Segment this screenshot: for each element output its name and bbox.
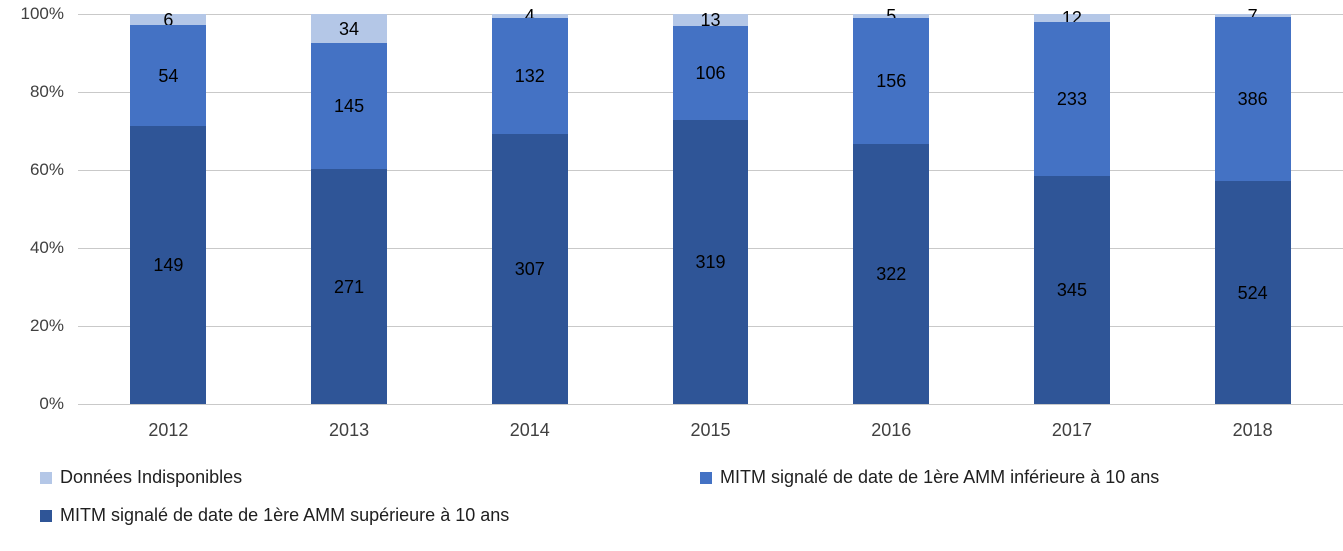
bar-2016: 322 156 5	[853, 7, 930, 404]
data-label: 132	[514, 65, 545, 86]
legend-swatch-icon	[700, 471, 712, 484]
bar-segment: 4	[491, 7, 568, 25]
data-label: 319	[695, 251, 726, 272]
gridline	[78, 404, 1343, 405]
bar-segment: 322	[853, 144, 930, 404]
bar-2017: 345 233 12	[1034, 9, 1110, 404]
data-label: 345	[1056, 279, 1087, 300]
data-label: 7	[1247, 5, 1258, 26]
data-label: 149	[153, 254, 184, 275]
bar-slot-2016: 322 156 5	[801, 7, 982, 404]
bar-2015: 319 106 13	[672, 9, 749, 404]
bar-slot-2013: 271 145 34	[259, 14, 440, 404]
bar-2014: 307 132 4	[491, 7, 568, 404]
x-axis-label: 2018	[1232, 420, 1273, 440]
bar-segment: 524	[1214, 181, 1291, 404]
data-label: 386	[1237, 89, 1268, 110]
data-label: 271	[334, 276, 365, 297]
x-axis-label: 2013	[329, 420, 370, 440]
data-label: 13	[700, 9, 721, 30]
bar-2013: 271 145 34	[311, 14, 388, 404]
legend-label: MITM signalé de date de 1ère AMM supérie…	[60, 505, 510, 525]
data-label: 307	[514, 258, 545, 279]
bar-segment: 271	[311, 169, 388, 404]
legend-item: MITM signalé de date de 1ère AMM inférie…	[700, 467, 1330, 488]
x-axis-label: 2014	[509, 420, 550, 440]
bar-segment: 5	[853, 7, 930, 25]
data-label: 322	[876, 264, 907, 284]
bar-slot-2014: 307 132 4	[439, 7, 620, 404]
data-label: 34	[339, 18, 360, 39]
plot-area: 149 54 6 271 145 34 307 132 4 319 106 13 322 156 5 345 2…	[78, 7, 1343, 405]
y-tick-label: 20%	[29, 316, 64, 335]
y-tick-label: 80%	[29, 82, 64, 101]
legend-item: MITM signalé de date de 1ère AMM supérie…	[40, 505, 700, 526]
legend: Données Indisponibles MITM signalé de dat…	[40, 467, 1330, 526]
bar-segment: 319	[672, 119, 749, 404]
legend-label: MITM signalé de date de 1ère AMM inférie…	[720, 467, 1160, 487]
bar-segment: 233	[1034, 21, 1110, 176]
bar-segment: 345	[1034, 175, 1110, 404]
bar-slot-2017: 345 233 12	[982, 9, 1163, 404]
data-label: 5	[886, 6, 897, 27]
y-tick-label: 40%	[29, 238, 64, 257]
data-label: 54	[158, 65, 179, 86]
bar-segment: 12	[1034, 9, 1110, 27]
bar-segment: 7	[1214, 7, 1291, 25]
legend-label: Données Indisponibles	[60, 467, 243, 487]
data-label: 145	[334, 96, 365, 117]
bar-segment: 307	[491, 133, 568, 404]
bar-2018: 524 386 7	[1214, 7, 1291, 404]
data-label: 4	[524, 5, 535, 26]
y-tick-label: 100%	[20, 4, 64, 23]
x-axis-label: 2017	[1051, 420, 1092, 440]
x-axis-label: 2015	[690, 420, 731, 440]
legend-swatch-icon	[40, 471, 52, 484]
data-label: 6	[163, 9, 174, 30]
bar-segment: 13	[672, 9, 749, 30]
bars-container: 149 54 6 271 145 34 307 132 4 319 106 13 322 156 5 345 2…	[78, 7, 1343, 404]
bar-2012: 149 54 6	[130, 11, 207, 404]
legend-item: Données Indisponibles	[40, 467, 700, 488]
bar-segment: 149	[130, 125, 207, 404]
bar-segment: 386	[1214, 17, 1291, 182]
data-label: 156	[876, 71, 907, 92]
bar-slot-2018: 524 386 7	[1162, 7, 1343, 404]
bar-segment: 54	[130, 25, 207, 126]
x-axis: 2012 2013 2014 2015 2016 2017 2018	[78, 420, 1343, 441]
data-label: 233	[1056, 88, 1087, 109]
y-axis: 100% 80% 60% 40% 20% 0%	[0, 4, 70, 413]
y-tick-label: 60%	[29, 160, 64, 179]
x-axis-label: 2012	[148, 420, 189, 440]
legend-swatch-icon	[40, 509, 52, 522]
bar-segment: 145	[311, 43, 388, 170]
y-tick-label: 0%	[39, 394, 64, 413]
data-label: 106	[695, 62, 726, 83]
bar-slot-2015: 319 106 13	[620, 9, 801, 404]
bar-segment: 156	[853, 18, 930, 145]
bar-segment: 6	[130, 11, 207, 29]
bar-segment: 106	[672, 25, 749, 120]
data-label: 524	[1237, 282, 1268, 303]
x-axis-label: 2016	[871, 420, 912, 440]
bar-slot-2012: 149 54 6	[78, 11, 259, 404]
bar-segment: 34	[311, 14, 388, 44]
bar-segment: 132	[491, 17, 568, 134]
